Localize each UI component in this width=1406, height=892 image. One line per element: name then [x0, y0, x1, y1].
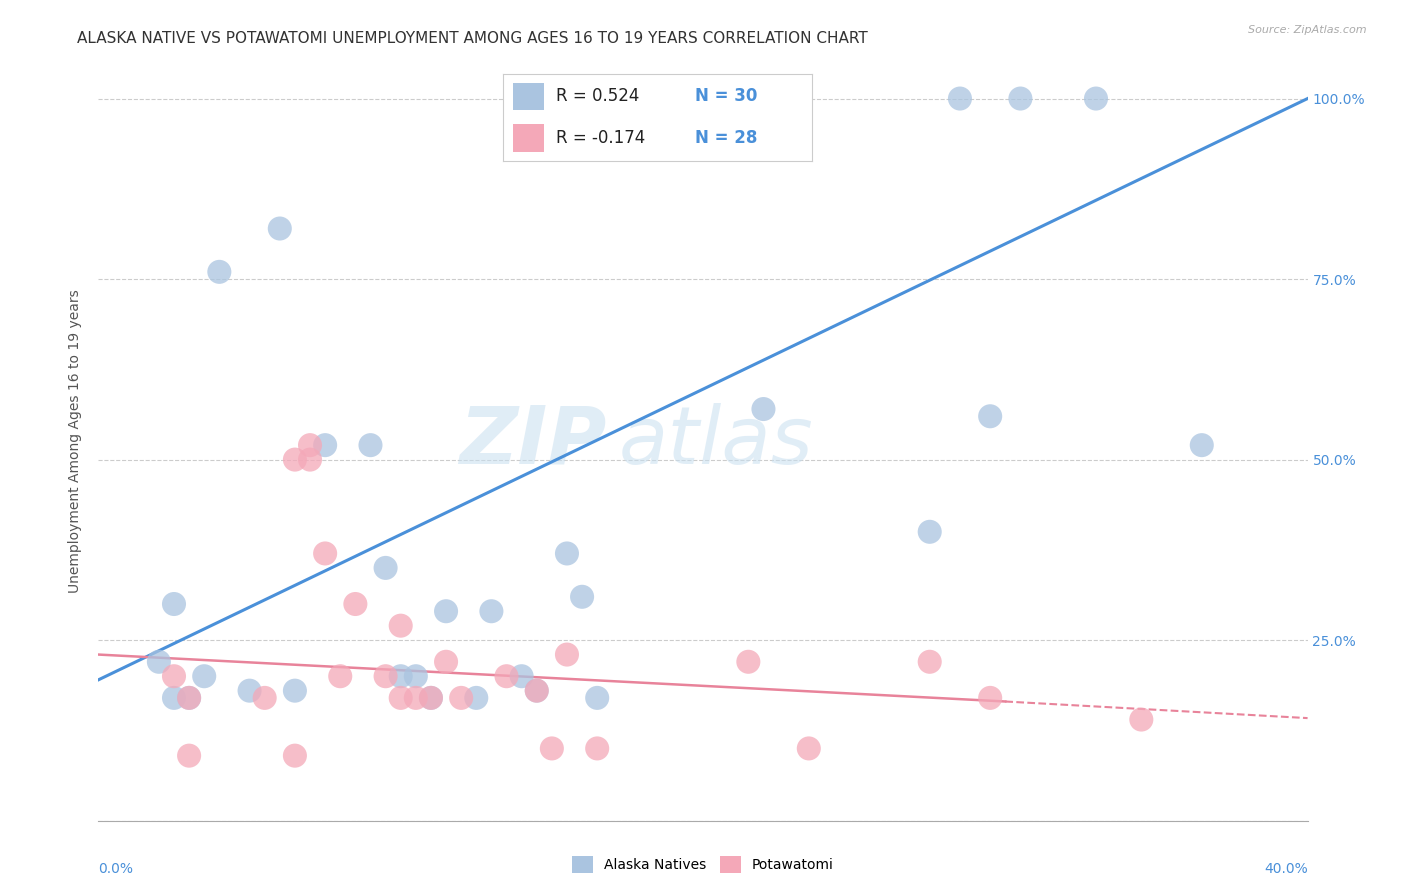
- Point: [284, 683, 307, 698]
- Point: [179, 690, 201, 705]
- Point: [510, 669, 533, 683]
- Point: [179, 748, 201, 763]
- Point: [253, 690, 276, 705]
- Point: [360, 438, 382, 452]
- Point: [540, 741, 562, 756]
- Point: [193, 669, 215, 683]
- Point: [163, 597, 186, 611]
- Point: [979, 409, 1001, 424]
- Point: [314, 546, 336, 560]
- Point: [405, 690, 427, 705]
- Point: [284, 748, 307, 763]
- Point: [555, 648, 578, 662]
- Text: Source: ZipAtlas.com: Source: ZipAtlas.com: [1249, 25, 1367, 35]
- Point: [163, 690, 186, 705]
- Text: ALASKA NATIVE VS POTAWATOMI UNEMPLOYMENT AMONG AGES 16 TO 19 YEARS CORRELATION C: ALASKA NATIVE VS POTAWATOMI UNEMPLOYMENT…: [77, 31, 868, 46]
- Point: [481, 604, 503, 618]
- Point: [420, 690, 443, 705]
- Point: [949, 91, 972, 105]
- Point: [389, 690, 412, 705]
- Point: [389, 618, 412, 632]
- Point: [1191, 438, 1213, 452]
- Point: [239, 683, 262, 698]
- Point: [979, 690, 1001, 705]
- Point: [1130, 713, 1153, 727]
- Point: [526, 683, 548, 698]
- Point: [163, 669, 186, 683]
- Text: 40.0%: 40.0%: [1264, 863, 1308, 876]
- Point: [526, 683, 548, 698]
- Point: [586, 690, 609, 705]
- Y-axis label: Unemployment Among Ages 16 to 19 years: Unemployment Among Ages 16 to 19 years: [69, 290, 83, 593]
- Point: [555, 546, 578, 560]
- Point: [465, 690, 488, 705]
- Point: [495, 669, 517, 683]
- Point: [434, 655, 457, 669]
- Point: [752, 402, 775, 417]
- Point: [586, 741, 609, 756]
- Text: atlas: atlas: [619, 402, 813, 481]
- Point: [405, 669, 427, 683]
- Point: [450, 690, 472, 705]
- Point: [208, 265, 231, 279]
- Point: [374, 561, 396, 575]
- Point: [284, 452, 307, 467]
- Point: [389, 669, 412, 683]
- Point: [571, 590, 593, 604]
- Point: [918, 655, 941, 669]
- Point: [797, 741, 820, 756]
- Point: [179, 690, 201, 705]
- Point: [148, 655, 170, 669]
- Point: [344, 597, 367, 611]
- Point: [1085, 91, 1108, 105]
- Point: [314, 438, 336, 452]
- Point: [374, 669, 396, 683]
- Point: [420, 690, 443, 705]
- Point: [737, 655, 759, 669]
- Point: [434, 604, 457, 618]
- Legend: Alaska Natives, Potawatomi: Alaska Natives, Potawatomi: [567, 850, 839, 878]
- Point: [269, 221, 291, 235]
- Point: [299, 452, 322, 467]
- Text: 0.0%: 0.0%: [98, 863, 134, 876]
- Point: [329, 669, 352, 683]
- Point: [918, 524, 941, 539]
- Text: ZIP: ZIP: [458, 402, 606, 481]
- Point: [299, 438, 322, 452]
- Point: [1010, 91, 1032, 105]
